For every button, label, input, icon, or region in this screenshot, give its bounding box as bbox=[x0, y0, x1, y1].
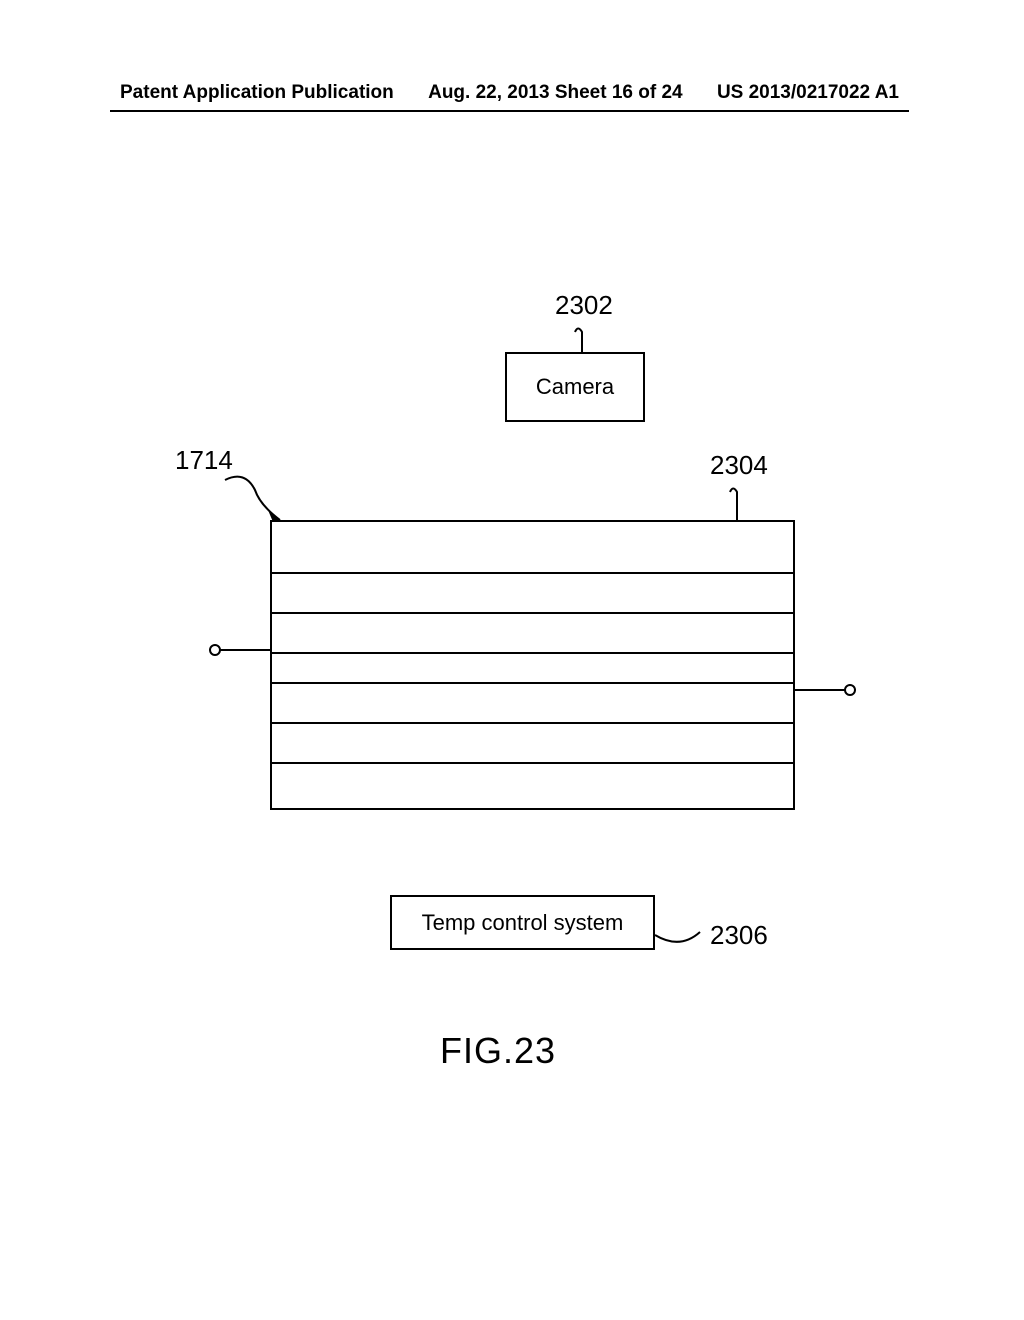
block-row-line bbox=[272, 652, 793, 654]
page-header: Patent Application Publication Aug. 22, … bbox=[120, 82, 899, 104]
header-rule bbox=[110, 110, 909, 112]
header-center: Aug. 22, 2013 Sheet 16 of 24 bbox=[428, 82, 683, 104]
right-connector-circle bbox=[845, 685, 855, 695]
block-row-line bbox=[272, 682, 793, 684]
temp-label: Temp control system bbox=[422, 910, 624, 936]
header-left: Patent Application Publication bbox=[120, 82, 394, 104]
reference-label-2306: 2306 bbox=[710, 920, 768, 951]
reference-label-2304: 2304 bbox=[710, 450, 768, 481]
reference-label-1714: 1714 bbox=[175, 445, 233, 476]
left-connector-circle bbox=[210, 645, 220, 655]
camera-label: Camera bbox=[536, 374, 614, 400]
leader-2306 bbox=[655, 932, 700, 942]
block-row-line bbox=[272, 612, 793, 614]
reference-label-2302: 2302 bbox=[555, 290, 613, 321]
main-block bbox=[270, 520, 795, 810]
camera-box: Camera bbox=[505, 352, 645, 422]
leader-2302 bbox=[575, 329, 582, 353]
figure-label: FIG.23 bbox=[440, 1030, 556, 1072]
leader-1714 bbox=[225, 477, 280, 520]
leader-2304 bbox=[730, 489, 737, 521]
block-row-line bbox=[272, 762, 793, 764]
temp-control-box: Temp control system bbox=[390, 895, 655, 950]
block-row-line bbox=[272, 572, 793, 574]
header-right: US 2013/0217022 A1 bbox=[717, 82, 899, 104]
block-row-line bbox=[272, 722, 793, 724]
